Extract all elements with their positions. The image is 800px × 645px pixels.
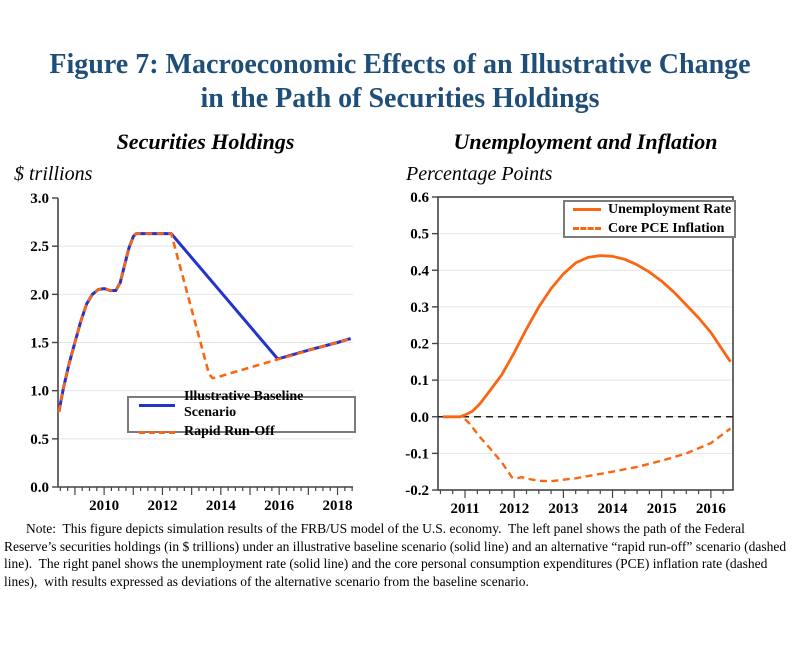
svg-text:0.2: 0.2 [410,337,429,353]
legend-row-unemployment: Unemployment Rate [573,202,734,218]
svg-text:0.1: 0.1 [410,373,429,389]
svg-text:2011: 2011 [450,501,479,517]
svg-text:2.0: 2.0 [30,287,49,303]
svg-text:0.4: 0.4 [410,263,429,279]
right-axis-unit-label: Percentage Points [406,163,553,185]
legend-label-unemployment: Unemployment Rate [608,201,732,217]
inflation-dashed-line-sample [573,227,601,230]
svg-text:0.6: 0.6 [410,190,429,206]
svg-text:-0.2: -0.2 [405,483,429,499]
svg-text:0.3: 0.3 [410,300,429,316]
svg-text:2.5: 2.5 [30,239,49,255]
svg-text:0.5: 0.5 [410,227,429,243]
figure-note: Note: This figure depicts simulation res… [4,521,790,589]
legend-label-inflation: Core PCE Inflation [608,220,725,236]
legend-label-baseline: Illustrative Baseline Scenario [184,389,304,420]
svg-text:3.0: 3.0 [30,191,49,207]
left-panel-title: Securities Holdings [116,129,295,154]
unemployment-solid-line-sample [573,208,601,211]
baseline-solid-line-sample [139,403,175,407]
svg-text:2016: 2016 [696,501,727,517]
unemployment-inflation-legend: Unemployment Rate Core PCE Inflation [563,200,736,238]
svg-text:2014: 2014 [206,498,237,514]
runoff-dashed-line-sample [139,430,175,434]
right-panel-title: Unemployment and Inflation [453,129,718,154]
figure-title-line2: in the Path of Securities Holdings [200,83,600,114]
svg-text:2016: 2016 [264,498,295,514]
svg-text:2010: 2010 [89,498,119,514]
legend-row-runoff: Rapid Run-Off [139,424,354,440]
svg-text:2018: 2018 [323,498,353,514]
svg-text:2015: 2015 [647,501,677,517]
securities-holdings-legend: Illustrative Baseline Scenario Rapid Run… [127,389,356,439]
legend-label-runoff: Rapid Run-Off [184,424,275,439]
left-axis-unit-label: $ trillions [14,163,93,185]
svg-text:0.0: 0.0 [410,410,429,426]
svg-text:1.0: 1.0 [30,384,49,400]
svg-text:0.5: 0.5 [30,432,49,448]
svg-text:1.5: 1.5 [30,336,49,352]
svg-text:-0.1: -0.1 [405,446,429,462]
figure-title-line1: Figure 7: Macroeconomic Effects of an Il… [49,49,751,80]
figure-title: Figure 7: Macroeconomic Effects of an Il… [0,48,800,116]
svg-text:2012: 2012 [147,498,177,514]
svg-text:2013: 2013 [548,501,578,517]
legend-row-inflation: Core PCE Inflation [573,221,734,237]
svg-text:2014: 2014 [598,501,629,517]
svg-text:0.0: 0.0 [30,480,49,496]
svg-text:2012: 2012 [499,501,529,517]
legend-row-baseline: Illustrative Baseline Scenario [139,389,354,421]
